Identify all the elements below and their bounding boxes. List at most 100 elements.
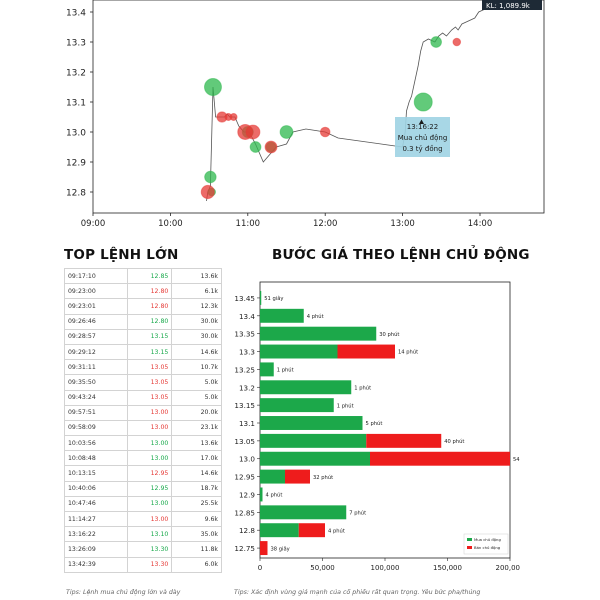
table-row: 09:23:00 12.80 6.1k xyxy=(64,283,222,300)
order-time: 10:03:56 xyxy=(64,435,128,452)
price-level-label: 13.45 xyxy=(234,294,255,303)
order-volume: 20.0k xyxy=(171,404,222,421)
order-time: 09:35:50 xyxy=(64,374,128,391)
y-tick-label: 13.1 xyxy=(66,99,86,109)
order-time: 11:14:27 xyxy=(64,510,128,528)
x-tick-label: 12:00 xyxy=(313,219,338,229)
table-row: 10:03:56 13.00 13.6k xyxy=(64,435,222,452)
order-price: 13.05 xyxy=(126,374,173,391)
top-orders-table: 09:17:10 12.85 13.6k 09:23:00 12.80 6.1k 09:23… xyxy=(64,267,222,573)
duration-label: 14 phút xyxy=(398,349,418,356)
legend-swatch xyxy=(467,538,472,541)
buy-bar xyxy=(260,380,352,395)
legend-label: Mua chủ động xyxy=(474,537,501,542)
order-time: 10:13:15 xyxy=(64,465,128,482)
buy-bar xyxy=(260,469,285,484)
order-volume: 35.0k xyxy=(171,526,222,543)
order-price: 13.00 xyxy=(126,495,173,513)
sell-trade-point xyxy=(452,37,462,47)
price-level-label: 13.35 xyxy=(234,330,255,339)
order-time: 09:58:09 xyxy=(64,419,128,437)
table-row: 09:35:50 13.05 5.0k xyxy=(64,374,222,391)
buy-bar xyxy=(260,487,263,502)
order-volume: 18.7k xyxy=(171,480,222,497)
order-price: 13.05 xyxy=(126,389,173,406)
duration-label: 1 phút xyxy=(354,384,371,391)
order-volume: 6.0k xyxy=(171,556,222,573)
buy-trade-point xyxy=(430,36,442,48)
sell-bar xyxy=(337,344,395,359)
order-time: 13:42:39 xyxy=(64,556,128,573)
order-time: 10:08:48 xyxy=(64,450,128,467)
y-tick-label: 13.0 xyxy=(66,129,86,139)
order-time: 09:57:51 xyxy=(64,404,128,421)
order-price: 12.80 xyxy=(126,313,173,330)
order-time: 10:47:46 xyxy=(64,495,128,513)
sell-bar xyxy=(298,523,325,538)
table-row: 10:40:06 12.95 18.7k xyxy=(64,480,222,497)
kl-label: KL: 1,089.9k xyxy=(486,2,531,10)
duration-label: 38 giây xyxy=(271,545,290,552)
order-volume: 30.0k xyxy=(171,313,222,330)
sell-trade-point xyxy=(245,124,261,140)
order-price: 13.00 xyxy=(126,510,173,528)
x-tick-label: 11:00 xyxy=(236,219,261,229)
duration-label: 5 phút xyxy=(366,420,383,427)
tooltip-side: Mua chủ động xyxy=(398,134,448,142)
buy-bar xyxy=(260,308,304,323)
order-time: 09:28:57 xyxy=(64,328,128,345)
order-volume: 5.0k xyxy=(171,389,222,406)
x-tick-label: 14:00 xyxy=(468,219,493,229)
duration-label: 30 phút xyxy=(379,331,399,338)
order-volume: 11.8k xyxy=(171,541,222,558)
buy-bar xyxy=(260,451,370,466)
order-price: 13.10 xyxy=(126,526,173,543)
order-time: 09:26:46 xyxy=(64,313,128,330)
order-volume: 6.1k xyxy=(171,283,222,300)
table-row: 09:23:01 12.80 12.3k xyxy=(64,298,222,315)
x-tick-label: 100,000 xyxy=(371,564,400,572)
sell-bar xyxy=(285,469,310,484)
order-volume: 9.6k xyxy=(171,510,222,528)
tooltip-value: 0.3 tỷ đồng xyxy=(402,144,442,153)
order-price: 12.95 xyxy=(126,465,173,482)
duration-label: 7 phút xyxy=(349,510,366,517)
buy-bar xyxy=(260,398,334,413)
table-row: 11:14:27 13.00 9.6k xyxy=(64,510,222,528)
tooltip-pointer-icon xyxy=(419,119,424,124)
order-price: 13.00 xyxy=(126,404,173,421)
price-level-label: 13.25 xyxy=(234,365,255,374)
order-time: 09:43:24 xyxy=(64,389,128,406)
table-row: 13:42:39 13.30 6.0k xyxy=(64,556,222,573)
y-tick-label: 13.3 xyxy=(66,39,86,49)
table-row: 10:13:15 12.95 14.6k xyxy=(64,465,222,482)
buy-trade-point xyxy=(203,78,222,96)
order-price: 13.00 xyxy=(126,450,173,467)
order-price: 12.80 xyxy=(126,283,173,300)
duration-label: 1 phút xyxy=(277,367,294,374)
order-price: 12.80 xyxy=(126,298,173,315)
order-volume: 14.6k xyxy=(171,465,222,482)
sell-trade-point xyxy=(229,113,238,121)
price-level-label: 13.4 xyxy=(239,312,255,321)
price-level-label: 13.2 xyxy=(239,383,255,392)
order-volume: 14.6k xyxy=(171,343,222,361)
buy-bar xyxy=(260,433,367,448)
table-row: 10:47:46 13.00 25.5k xyxy=(64,495,222,513)
order-volume: 30.0k xyxy=(171,328,222,345)
duration-label: 4 phút xyxy=(266,492,283,499)
order-time: 09:17:10 xyxy=(64,267,128,285)
order-time: 13:16:22 xyxy=(64,526,128,543)
order-volume: 10.7k xyxy=(171,359,222,376)
order-volume: 5.0k xyxy=(171,374,222,391)
order-time: 09:31:11 xyxy=(64,359,128,376)
duration-label: 54 phút xyxy=(513,456,520,463)
buy-trade-point xyxy=(279,125,294,139)
buy-bar xyxy=(260,505,347,520)
buy-bar xyxy=(260,416,363,430)
order-volume: 13.6k xyxy=(171,435,222,452)
order-price: 13.15 xyxy=(126,343,173,361)
price-level-label: 12.75 xyxy=(234,544,255,553)
top-orders-title: TOP LỆNH LỚN xyxy=(64,247,179,263)
x-tick-label: 10:00 xyxy=(158,219,183,229)
